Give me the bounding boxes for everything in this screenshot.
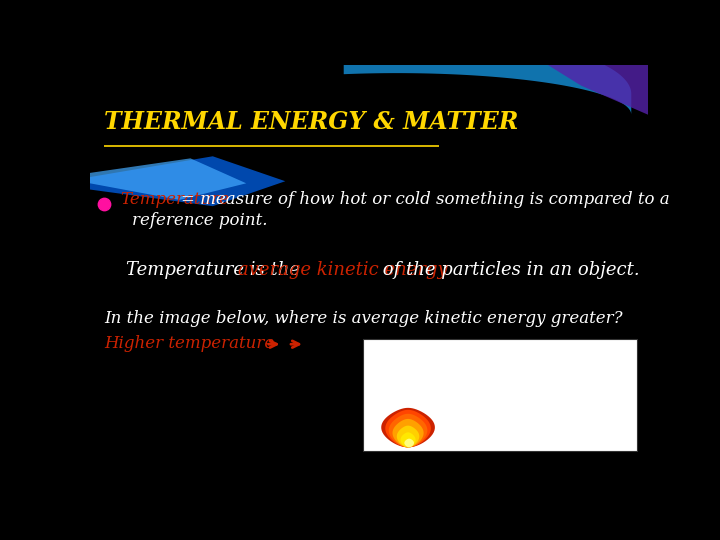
Text: reference point.: reference point. [132,212,267,229]
Text: THERMAL ENERGY & MATTER: THERMAL ENERGY & MATTER [104,110,518,134]
Text: average kinetic energy: average kinetic energy [238,261,448,279]
Point [98,200,109,208]
Polygon shape [547,65,648,114]
Polygon shape [397,426,419,447]
Text: Temperature: Temperature [121,191,230,208]
Text: Higher temperature: Higher temperature [104,335,274,352]
Polygon shape [385,410,431,447]
Bar [364,339,637,451]
Text: = measure of how hot or cold something is compared to a: = measure of how hot or cold something i… [181,191,670,208]
Text: Temperature is the: Temperature is the [126,261,306,279]
Polygon shape [400,433,415,447]
Polygon shape [90,156,285,206]
Polygon shape [343,31,631,114]
Polygon shape [381,408,435,447]
Polygon shape [392,419,423,447]
Text: In the image below, where is average kinetic energy greater?: In the image below, where is average kin… [104,309,623,327]
Text: of the particles in an object.: of the particles in an object. [377,261,640,279]
Polygon shape [405,438,414,447]
Polygon shape [90,158,246,200]
Polygon shape [389,414,428,447]
